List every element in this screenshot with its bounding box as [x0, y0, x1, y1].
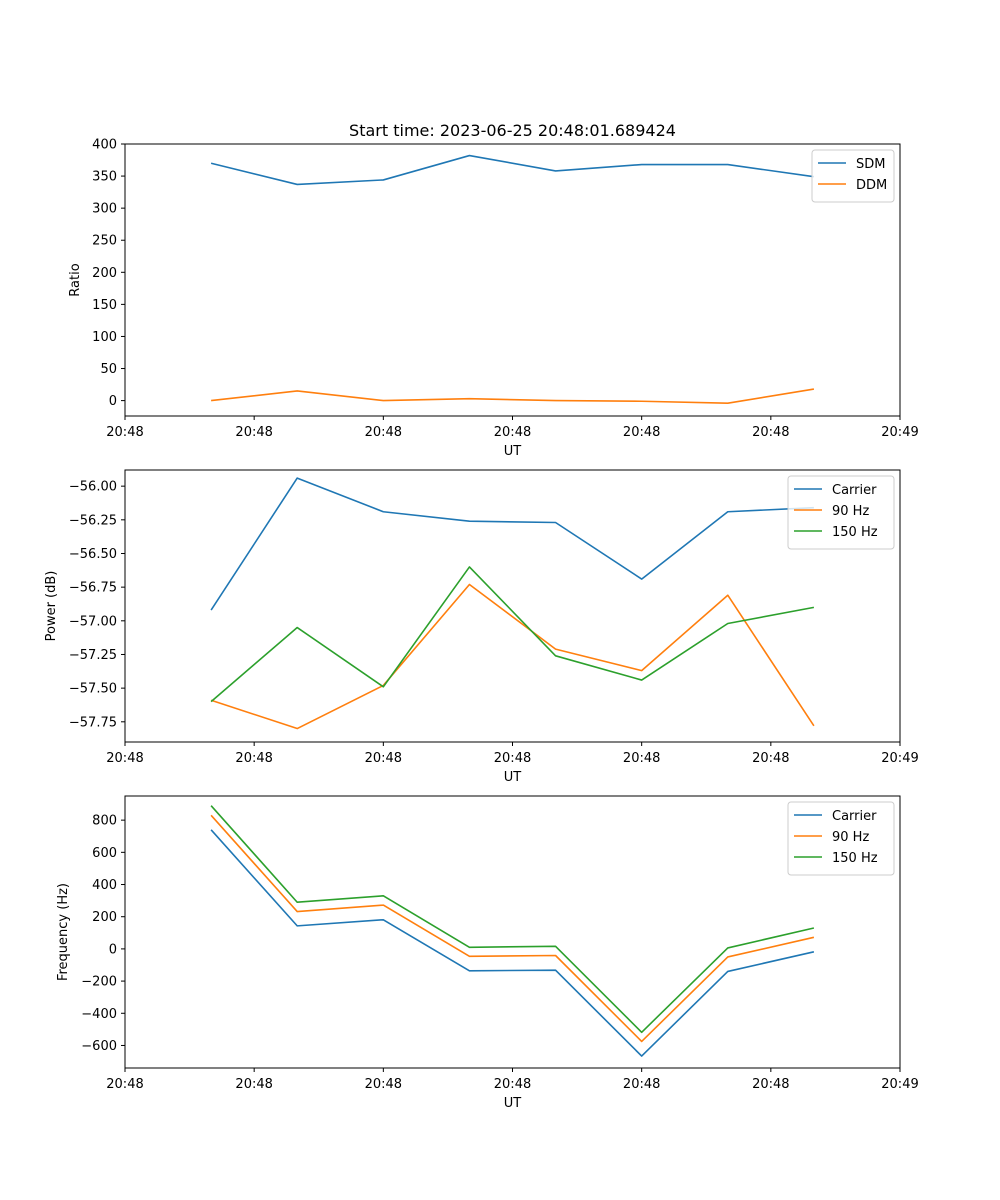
x-tick-label: 20:49 [881, 425, 918, 440]
series-line-ddm [211, 388, 815, 404]
y-tick-label: −200 [81, 975, 117, 990]
y-tick-label: 600 [92, 846, 117, 861]
subplot-3: 20:48 20:48 20:48 20:48 20:48 20:48 20:49 −600 −… [56, 795, 919, 1111]
y-tick-label: 300 [92, 202, 117, 217]
legend-label: SDM [856, 157, 885, 172]
y-tick-label: −56.75 [69, 581, 117, 596]
y-tick-label: −57.75 [69, 715, 117, 730]
legend-label: Carrier [832, 809, 877, 824]
legend-label: 90 Hz [832, 504, 869, 519]
x-tick-label: 20:48 [106, 751, 143, 766]
x-tick-label: 20:48 [106, 1077, 143, 1092]
series-line-carrier [210, 829, 815, 1057]
legend-label: 90 Hz [832, 830, 869, 845]
subplot-2: 20:48 20:48 20:48 20:48 20:48 20:48 20:49 −57.7… [44, 469, 919, 785]
x-tick-label: 20:48 [494, 1077, 531, 1092]
y-tick-label: −56.50 [69, 547, 117, 562]
x-tick-label: 20:48 [752, 751, 789, 766]
y-tick-label: −56.25 [69, 513, 117, 528]
x-tick-label: 20:48 [623, 1077, 660, 1092]
y-tick-label: 0 [109, 942, 117, 957]
x-tick-label: 20:48 [365, 751, 402, 766]
x-tick-label: 20:48 [235, 751, 272, 766]
x-axis-label: UT [504, 770, 522, 785]
y-tick-label: 800 [92, 814, 117, 829]
x-tick-label: 20:49 [881, 1077, 918, 1092]
legend: Carrier 90 Hz 150 Hz [787, 801, 895, 876]
series-line-150-hz [210, 566, 815, 703]
x-tick-label: 20:48 [365, 1077, 402, 1092]
y-axis-label: Power (dB) [44, 571, 59, 642]
y-tick-label: −56.00 [69, 480, 117, 495]
legend: Carrier 90 Hz 150 Hz [787, 475, 895, 550]
y-tick-label: 0 [109, 394, 117, 409]
x-tick-label: 20:49 [881, 751, 918, 766]
y-tick-label: −600 [81, 1039, 117, 1054]
y-tick-label: 50 [100, 362, 117, 377]
series-line-sdm [210, 154, 815, 186]
series-line-90-hz [210, 814, 815, 1043]
legend-label: Carrier [832, 483, 877, 498]
x-tick-label: 20:48 [106, 425, 143, 440]
y-tick-label: −57.50 [69, 682, 117, 697]
legend-label: DDM [856, 178, 887, 193]
chart-title: Start time: 2023-06-25 20:48:01.689424 [349, 121, 676, 140]
legend: SDM DDM [811, 149, 895, 203]
y-tick-label: 100 [92, 330, 117, 345]
x-tick-label: 20:48 [235, 1077, 272, 1092]
y-tick-label: 350 [92, 170, 117, 185]
y-axis-label: Frequency (Hz) [56, 883, 71, 981]
x-tick-label: 20:48 [365, 425, 402, 440]
x-tick-label: 20:48 [752, 425, 789, 440]
x-axis-label: UT [504, 444, 522, 459]
y-tick-label: −57.25 [69, 648, 117, 663]
series-line-90-hz [210, 583, 815, 730]
legend-label: 150 Hz [832, 851, 878, 866]
x-tick-label: 20:48 [235, 425, 272, 440]
y-tick-label: 400 [92, 138, 117, 153]
legend-label: 150 Hz [832, 525, 878, 540]
y-tick-label: 250 [92, 234, 117, 249]
x-tick-label: 20:48 [494, 425, 531, 440]
subplot-1: 20:48 20:48 20:48 20:48 20:48 20:48 20:49 0 50 10… [68, 121, 919, 459]
y-tick-label: −400 [81, 1007, 117, 1022]
series-line-carrier [210, 477, 814, 611]
y-tick-label: 150 [92, 298, 117, 313]
x-tick-label: 20:48 [494, 751, 531, 766]
y-tick-label: −57.00 [69, 614, 117, 629]
series-line-150-hz [210, 805, 815, 1034]
y-tick-label: 200 [92, 910, 117, 925]
x-tick-label: 20:48 [623, 425, 660, 440]
x-axis-label: UT [504, 1096, 522, 1111]
y-tick-label: 400 [92, 878, 117, 893]
y-axis-label: Ratio [68, 263, 83, 296]
x-tick-label: 20:48 [752, 1077, 789, 1092]
y-tick-label: 200 [92, 266, 117, 281]
x-tick-label: 20:48 [623, 751, 660, 766]
